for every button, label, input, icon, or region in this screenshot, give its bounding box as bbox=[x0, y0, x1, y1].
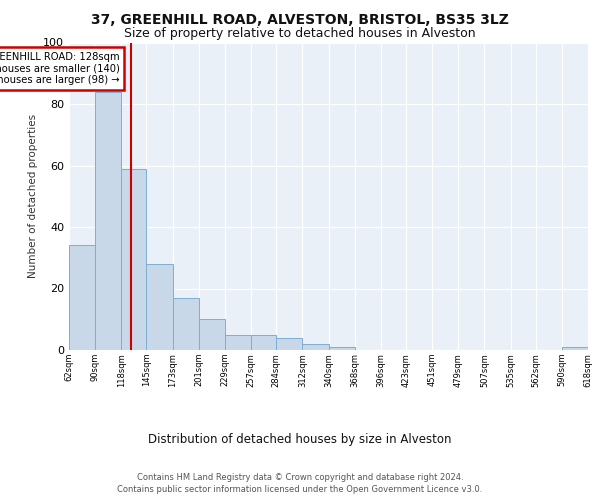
Bar bbox=[173, 298, 199, 350]
Y-axis label: Number of detached properties: Number of detached properties bbox=[28, 114, 38, 278]
Text: Distribution of detached houses by size in Alveston: Distribution of detached houses by size … bbox=[148, 432, 452, 446]
Bar bbox=[146, 264, 173, 350]
Bar bbox=[276, 338, 302, 350]
Bar bbox=[302, 344, 329, 350]
Text: Size of property relative to detached houses in Alveston: Size of property relative to detached ho… bbox=[124, 28, 476, 40]
Bar bbox=[69, 246, 95, 350]
Bar bbox=[329, 347, 355, 350]
Bar bbox=[225, 334, 251, 350]
Bar bbox=[95, 92, 121, 350]
Text: 37 GREENHILL ROAD: 128sqm
← 58% of detached houses are smaller (140)
40% of semi: 37 GREENHILL ROAD: 128sqm ← 58% of detac… bbox=[0, 52, 119, 85]
Text: 37, GREENHILL ROAD, ALVESTON, BRISTOL, BS35 3LZ: 37, GREENHILL ROAD, ALVESTON, BRISTOL, B… bbox=[91, 12, 509, 26]
Bar bbox=[121, 168, 146, 350]
Bar bbox=[251, 334, 276, 350]
Text: Contains HM Land Registry data © Crown copyright and database right 2024.: Contains HM Land Registry data © Crown c… bbox=[137, 472, 463, 482]
Bar bbox=[199, 320, 225, 350]
Text: Contains public sector information licensed under the Open Government Licence v3: Contains public sector information licen… bbox=[118, 485, 482, 494]
Bar bbox=[562, 347, 588, 350]
